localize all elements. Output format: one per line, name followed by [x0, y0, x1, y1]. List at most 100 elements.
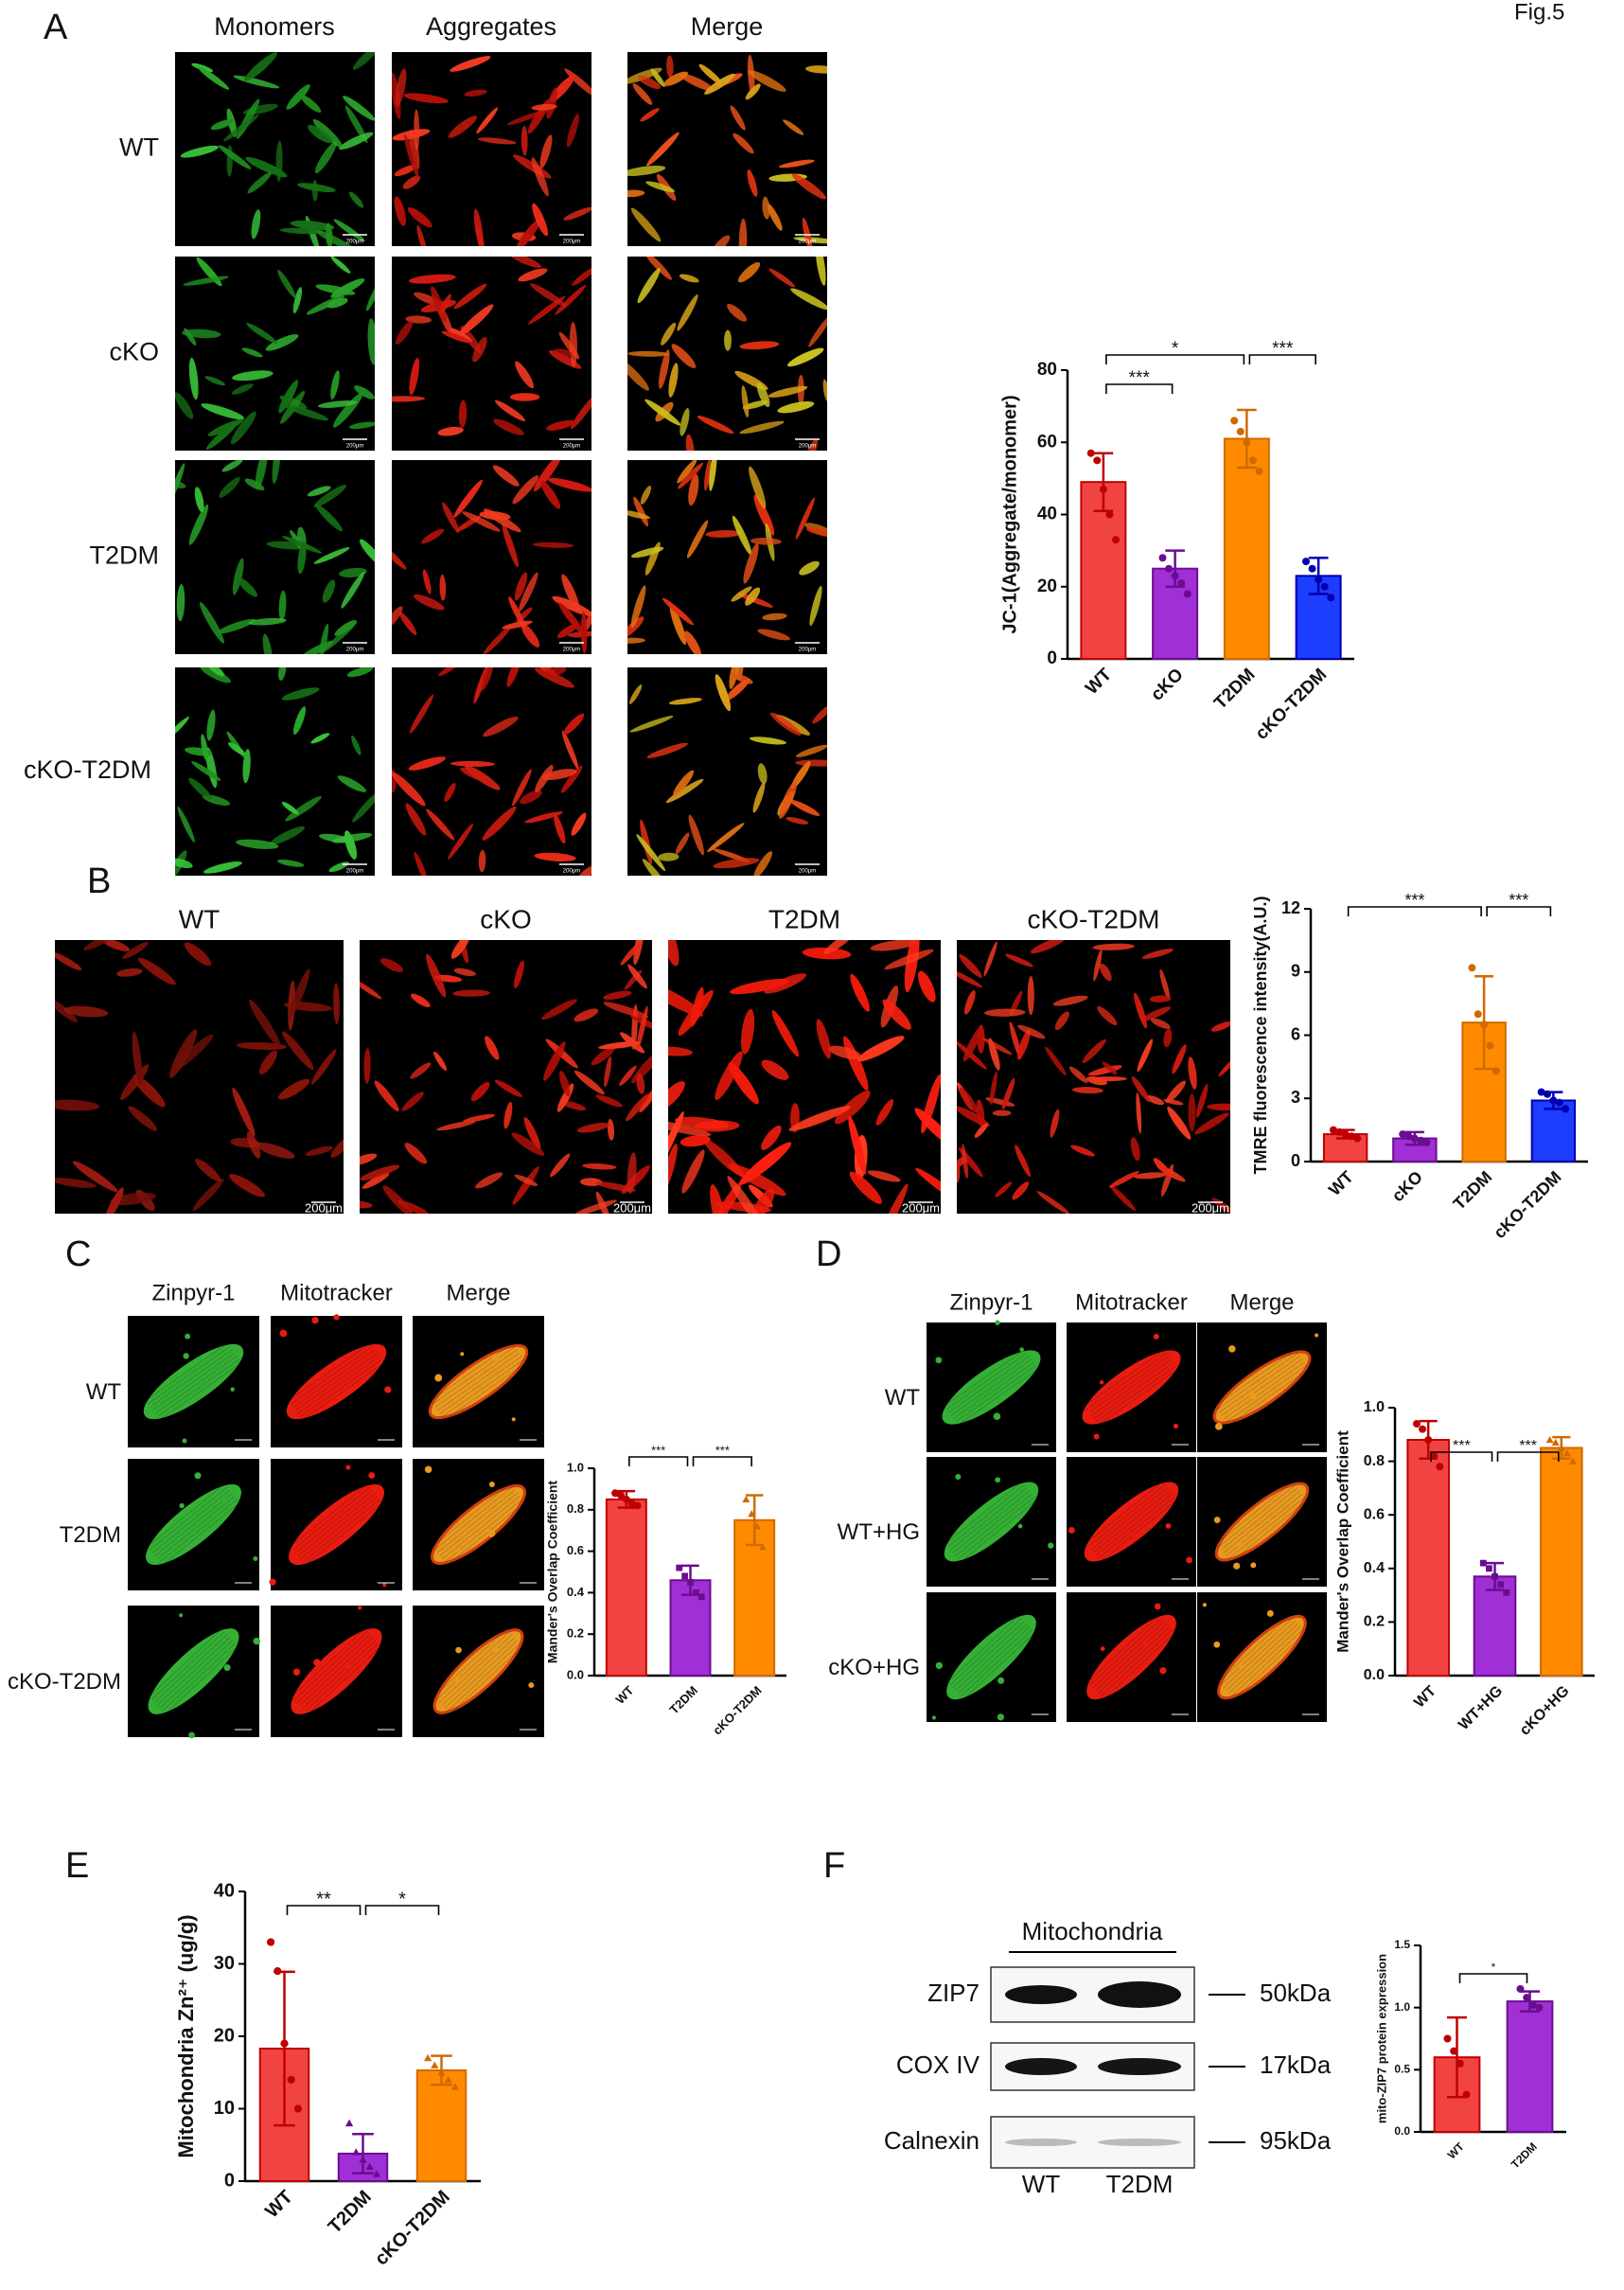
- cell: [629, 684, 643, 704]
- cell: [561, 574, 580, 612]
- debris: [1173, 1423, 1179, 1429]
- striation: [957, 1368, 1039, 1426]
- striation: [293, 1631, 368, 1700]
- cell: [175, 479, 186, 488]
- cell: [546, 419, 575, 431]
- debris: [253, 1637, 261, 1645]
- cell: [730, 105, 746, 131]
- bracket-line: [1496, 1451, 1560, 1462]
- cell: [481, 667, 494, 690]
- y-tick-label: 0.8: [1364, 1453, 1385, 1469]
- striation: [296, 1634, 371, 1703]
- data-point: [1320, 582, 1329, 591]
- striation: [447, 1642, 521, 1712]
- row-label: T2DM: [90, 541, 160, 570]
- cell: [532, 541, 574, 548]
- cell: [639, 1086, 652, 1113]
- cell: [282, 536, 323, 554]
- cell: [411, 993, 431, 1007]
- bar: [415, 2068, 468, 2183]
- cell: [521, 623, 540, 648]
- cell: [560, 1100, 587, 1110]
- cell: [675, 832, 690, 855]
- cell: [658, 852, 680, 861]
- cell: [297, 541, 307, 575]
- cell: [582, 1163, 617, 1170]
- debris: [460, 1352, 465, 1357]
- cell: [636, 1074, 645, 1094]
- cell: [786, 347, 824, 367]
- cell: [793, 237, 827, 244]
- bar: [1406, 1438, 1450, 1677]
- cell: [218, 145, 252, 169]
- cells: [957, 940, 1230, 1214]
- significance-bracket: ***: [1496, 1438, 1560, 1462]
- column-header: T2DM: [768, 904, 840, 933]
- cell: [55, 1178, 97, 1188]
- cell: [884, 949, 934, 970]
- cell: [637, 268, 661, 304]
- data-point: [1422, 1138, 1431, 1146]
- cell: [576, 1123, 610, 1133]
- scale-bar-label: 200μm: [305, 1200, 343, 1215]
- significance-bracket: ***: [1347, 891, 1482, 916]
- striation: [1100, 1499, 1178, 1563]
- data-point: [633, 1501, 642, 1510]
- striation: [435, 1631, 510, 1700]
- bracket-line: [1347, 906, 1482, 916]
- cell: [728, 1062, 759, 1105]
- data-point: [687, 1579, 694, 1586]
- debris: [1093, 1433, 1100, 1440]
- micrograph-background: [392, 52, 591, 246]
- significance-bracket: *: [1458, 1961, 1528, 1983]
- cell: [543, 1041, 566, 1081]
- striation: [151, 1352, 236, 1411]
- cell: [665, 778, 704, 804]
- cardiomyocyte: [1082, 1350, 1181, 1425]
- cell: [737, 262, 761, 283]
- cell: [688, 473, 699, 506]
- cell: [678, 462, 704, 489]
- striation: [302, 1499, 381, 1563]
- debris: [1154, 1603, 1161, 1610]
- y-tick-label: 0.6: [567, 1543, 584, 1557]
- cell: [710, 1184, 726, 1214]
- cell: [232, 1087, 256, 1137]
- cell: [753, 851, 773, 876]
- blot-label: COX IV: [896, 2050, 980, 2079]
- data-point: [1485, 1565, 1492, 1572]
- cell: [680, 407, 690, 436]
- cell: [805, 527, 827, 538]
- data-point: [1399, 1130, 1407, 1139]
- cell: [984, 1008, 1026, 1017]
- cell: [431, 286, 447, 323]
- striation: [1086, 1614, 1160, 1683]
- micrograph: [1197, 1592, 1327, 1722]
- cell: [566, 114, 579, 148]
- lane-label: T2DM: [1106, 2170, 1174, 2198]
- cell: [594, 1181, 636, 1192]
- row-label: WT+HG: [838, 1519, 920, 1545]
- cell: [360, 978, 382, 1000]
- cell: [330, 1135, 344, 1159]
- cell: [558, 602, 584, 635]
- data-point: [1315, 576, 1323, 584]
- cell: [743, 542, 759, 584]
- striation: [288, 1342, 371, 1401]
- striation: [299, 1637, 374, 1706]
- data-point: [622, 1495, 630, 1503]
- striation: [946, 1614, 1020, 1683]
- striation: [441, 1496, 521, 1560]
- micrograph: 200μm: [668, 940, 941, 1215]
- cell: [503, 1101, 513, 1129]
- cell: [515, 218, 541, 246]
- cell: [508, 596, 526, 630]
- cell: [640, 486, 652, 505]
- bracket-line: [628, 1456, 689, 1466]
- data-point: [1450, 2047, 1458, 2055]
- cell: [1188, 1093, 1196, 1132]
- scale-bar-label: 200μm: [563, 444, 580, 450]
- cell: [452, 989, 490, 997]
- data-point: [274, 1967, 282, 1976]
- cell: [512, 1165, 539, 1205]
